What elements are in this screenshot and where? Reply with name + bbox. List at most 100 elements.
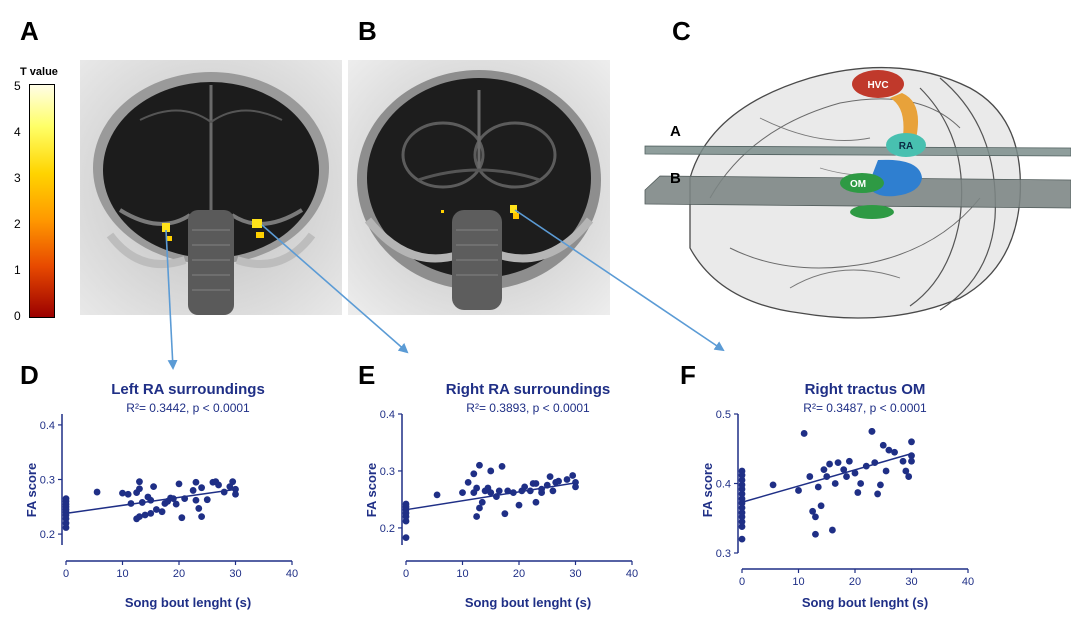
data-point [493, 493, 500, 500]
data-point [232, 490, 239, 498]
colorbar-tick: 3 [14, 171, 21, 185]
region-label: OM [850, 179, 866, 190]
data-point [178, 514, 186, 522]
x-tick-label: 20 [173, 568, 185, 580]
tract-orange [890, 93, 919, 143]
data-point [127, 500, 135, 507]
data-point [817, 502, 825, 510]
data-point [169, 495, 177, 503]
data-point [769, 481, 777, 489]
activation-blob [510, 205, 517, 213]
x-axis-label: Song bout lenght (s) [125, 595, 251, 610]
panel-letter-b: B [358, 16, 377, 46]
data-point [738, 518, 746, 526]
colorbar-tick: 0 [14, 309, 21, 323]
data-point [487, 467, 495, 475]
region-hvc [852, 70, 904, 98]
activation-blob [166, 236, 172, 241]
data-point [93, 488, 101, 496]
data-point [495, 487, 503, 495]
data-point [877, 481, 884, 489]
region-ra [886, 133, 926, 157]
data-point [478, 498, 486, 506]
data-point [119, 489, 126, 497]
x-tick-label: 20 [513, 568, 525, 580]
chart-title: Right tractus OM [805, 381, 926, 398]
colorbar-tick: 1 [14, 263, 21, 277]
x-tick-label: 0 [63, 568, 69, 580]
data-point [738, 504, 746, 512]
data-point [814, 483, 822, 491]
data-point [136, 485, 143, 493]
data-point [843, 473, 850, 480]
data-point [834, 459, 842, 467]
data-point [150, 483, 157, 490]
data-point [738, 476, 746, 484]
data-point [845, 457, 853, 465]
data-point [192, 496, 200, 504]
data-point [498, 463, 506, 470]
data-point [538, 485, 545, 493]
data-point [851, 469, 859, 477]
data-point [902, 467, 910, 475]
data-point [795, 487, 802, 494]
x-tick-label: 30 [905, 576, 917, 588]
data-point [476, 461, 483, 469]
x-tick-label: 40 [286, 568, 298, 580]
data-point [738, 467, 746, 475]
x-tick-label: 0 [739, 576, 745, 588]
data-point [546, 473, 554, 481]
data-point [141, 511, 149, 519]
data-point [874, 490, 881, 498]
data-point [879, 441, 887, 449]
data-point [738, 495, 746, 503]
data-point [812, 530, 819, 538]
data-point [473, 484, 481, 492]
data-point [476, 504, 483, 512]
data-point [504, 487, 512, 495]
data-point [203, 496, 211, 504]
x-tick-label: 40 [626, 568, 638, 580]
data-point [181, 495, 189, 503]
colorbar-tick: 2 [14, 217, 21, 231]
x-axis-label: Song bout lenght (s) [802, 595, 928, 610]
data-point [220, 488, 228, 496]
data-point [402, 534, 410, 541]
data-point [62, 495, 70, 503]
colorbar-tick: 4 [14, 125, 21, 139]
x-tick-label: 10 [456, 568, 468, 580]
data-point [563, 476, 571, 483]
data-point [175, 480, 183, 488]
data-point [232, 485, 239, 493]
y-axis-label: FA score [24, 463, 39, 517]
data-point [862, 462, 870, 470]
data-point [738, 509, 746, 517]
data-point [147, 509, 155, 517]
y-tick-label: 0.4 [380, 409, 395, 421]
plane-a [644, 145, 1071, 157]
data-point [820, 466, 828, 473]
data-point [192, 478, 200, 486]
activation-blob [256, 232, 264, 238]
data-point [738, 535, 746, 543]
data-point [882, 467, 890, 475]
data-point [509, 489, 517, 496]
data-point [738, 490, 746, 498]
data-point [459, 489, 466, 496]
data-point [543, 481, 551, 489]
data-point [402, 500, 410, 508]
scatter-plot-d: Left RA surroundings R²= 0.3442, p < 0.0… [24, 381, 298, 610]
region-om [840, 173, 884, 193]
data-point [515, 501, 523, 509]
data-point [433, 491, 441, 499]
data-point [738, 481, 746, 489]
colorbar-title: T value [20, 66, 58, 78]
y-tick-label: 0.3 [380, 466, 395, 478]
mri-slice-b [348, 60, 610, 315]
chart-stats: R²= 0.3893, p < 0.0001 [466, 401, 590, 415]
activation-blob [162, 223, 170, 232]
data-point [195, 505, 203, 512]
data-point [229, 478, 237, 486]
data-point [831, 480, 839, 487]
data-point [569, 472, 577, 479]
